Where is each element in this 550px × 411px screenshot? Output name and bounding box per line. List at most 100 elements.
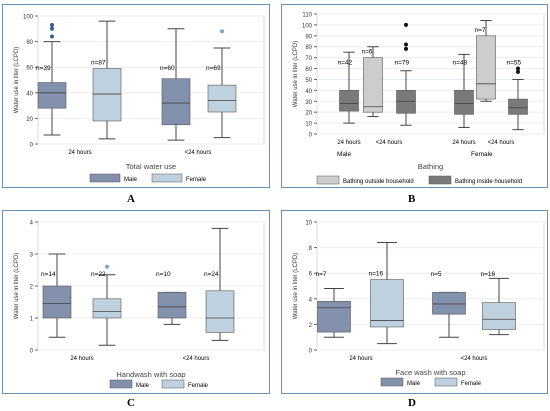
box-iqr: [205, 290, 235, 333]
box-iqr: [476, 35, 496, 100]
y-tick-label: 60: [26, 66, 33, 72]
y-tick-label: 80: [305, 45, 312, 51]
panel-letter-c: C: [127, 397, 135, 409]
x-axis-label: Total water use: [126, 162, 176, 171]
n-label: n=24: [204, 271, 219, 278]
outlier-point: [220, 29, 224, 34]
legend-swatch: [151, 173, 183, 183]
legend-swatch: [380, 377, 404, 387]
n-label: n=22: [91, 271, 106, 278]
legend-swatch: [109, 379, 133, 389]
n-label: n=16: [481, 271, 496, 278]
y-tick-label: 0: [309, 349, 313, 355]
boxplot-total-water-use: 0 20 40 60 80 100 Water use in liter (LCPD) n=3…: [2, 4, 270, 188]
y-axis-label: Water use in liter (LCPD): [293, 253, 299, 319]
panel-letter-b: B: [408, 193, 416, 205]
y-tick-label: 40: [26, 91, 33, 97]
y-tick-label: 4: [309, 297, 313, 303]
box-iqr: [42, 285, 72, 319]
y-tick-label: 0: [309, 133, 313, 139]
subgroup-label: Female: [471, 151, 493, 158]
category-label: 24 hours: [349, 356, 372, 362]
plot-area: [316, 13, 545, 135]
legend-label: Female: [188, 383, 209, 389]
n-label: n=69: [206, 65, 221, 72]
outlier-point: [50, 26, 54, 31]
y-tick-label: 0: [30, 143, 34, 149]
outlier-point: [516, 66, 520, 71]
chart-panel-d: 0 2 4 6 8 10 Water use in liter (LCPD) n=7 n=16 n…: [281, 210, 548, 394]
legend-label: Male: [407, 381, 421, 387]
y-tick-label: 20: [305, 111, 312, 117]
category-label: 24 hours: [337, 140, 360, 146]
panel-letter-d: D: [408, 397, 416, 409]
chart-panel-c: 0 1 2 3 4 Water use in liter (LCPD) n=14 n=22 n=…: [2, 210, 270, 394]
chart-panel-a: 0 20 40 60 80 100 Water use in liter (LCPD) n=3…: [2, 4, 270, 188]
outlier-point: [50, 34, 54, 39]
plot-area: [37, 15, 265, 145]
y-tick-label: 10: [305, 122, 312, 128]
y-axis-label: Water use in liter (LCPD): [14, 253, 20, 319]
outlier-point: [404, 42, 408, 47]
legend-swatch: [434, 377, 458, 387]
box-iqr: [454, 90, 474, 115]
y-tick-label: 30: [305, 100, 312, 106]
legend-swatch: [316, 175, 340, 185]
y-tick-label: 90: [305, 34, 312, 40]
n-label: n=39: [36, 65, 51, 72]
y-tick-label: 10: [305, 221, 312, 227]
n-label: n=6: [362, 49, 373, 56]
y-axis-label: Water use in liter (LCPD): [293, 41, 299, 107]
n-label: n=60: [160, 65, 175, 72]
boxplot-face-wash: 0 2 4 6 8 10 Water use in liter (LCPD) n=7 n=16 n…: [281, 210, 548, 394]
box-iqr: [92, 298, 122, 319]
y-tick-label: 100: [23, 15, 34, 21]
outlier-point: [404, 46, 408, 51]
boxplot-handwash: 0 1 2 3 4 Water use in liter (LCPD) n=14 n=22 n=…: [2, 210, 270, 394]
box-iqr: [396, 90, 416, 114]
box-iqr: [508, 98, 528, 115]
chart-panel-b: 0 10 20 30 40 50 60 70 80 90 100 110 Water use in li…: [281, 4, 548, 188]
box-iqr: [432, 292, 466, 315]
category-label: <24 hours: [183, 356, 210, 362]
legend-label: Male: [124, 177, 138, 183]
boxplot-bathing: 0 10 20 30 40 50 60 70 80 90 100 110 Water use in li…: [281, 4, 548, 188]
y-tick-label: 110: [302, 13, 312, 19]
legend-swatch: [428, 175, 452, 185]
category-label: <24 hours: [488, 140, 515, 146]
y-tick-label: 1: [30, 317, 34, 323]
y-tick-label: 60: [305, 67, 312, 73]
n-label: n=55: [507, 59, 522, 66]
box-iqr: [317, 301, 351, 333]
y-tick-label: 4: [30, 221, 34, 227]
x-axis-label: Handwash with soap: [116, 370, 185, 379]
x-axis-label: Face wash with soap: [395, 368, 465, 377]
legend-label: Female: [186, 177, 207, 183]
box-iqr: [37, 82, 67, 109]
box-iqr: [161, 78, 191, 126]
category-label: 24 hours: [452, 140, 475, 146]
subgroup-label: Male: [337, 151, 351, 158]
category-label: 24 hours: [70, 356, 93, 362]
y-tick-label: 50: [305, 78, 312, 84]
plot-area: [316, 221, 545, 351]
y-tick-label: 2: [30, 285, 34, 291]
outlier-point: [50, 22, 54, 27]
y-axis-label: Water use in liter (LCPD): [14, 47, 20, 113]
box-iqr: [92, 68, 122, 122]
y-tick-label: 100: [302, 23, 313, 29]
box-iqr: [207, 84, 237, 113]
n-label: n=87: [91, 59, 106, 66]
box-iqr: [339, 90, 359, 112]
legend-label: Bathing inside household: [455, 179, 522, 185]
n-label: n=5: [431, 271, 442, 278]
n-label: n=79: [395, 59, 410, 66]
category-label: 24 hours: [68, 150, 91, 156]
box-iqr: [370, 279, 404, 328]
legend-swatch: [89, 173, 121, 183]
y-tick-label: 0: [30, 349, 34, 355]
box-iqr: [363, 57, 383, 113]
n-label: n=10: [156, 271, 171, 278]
y-tick-label: 40: [305, 89, 312, 95]
legend-label: Male: [136, 383, 150, 389]
